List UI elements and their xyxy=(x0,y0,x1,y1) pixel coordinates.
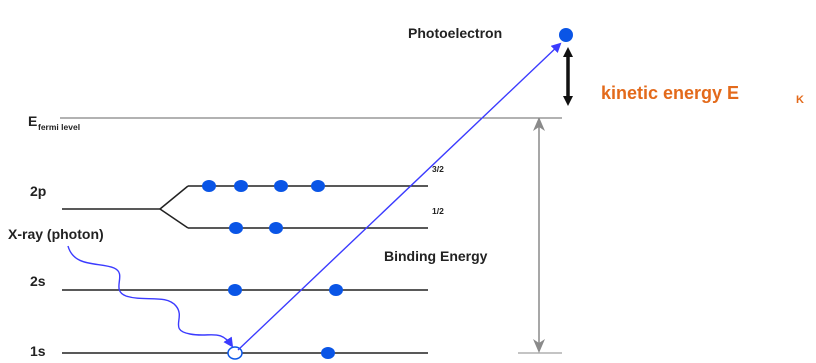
electron-1s-1 xyxy=(321,347,335,359)
electron-2p32-1 xyxy=(202,180,216,192)
level-2p-1-2-label: 1/2 xyxy=(432,206,444,216)
level-2p-3-2-label: 3/2 xyxy=(432,164,444,174)
xray-label: X-ray (photon) xyxy=(8,226,104,242)
kinetic-energy-label: kinetic energy E xyxy=(601,83,739,103)
level-2s-label: 2s xyxy=(30,273,46,289)
photoelectron-ejection-arrow xyxy=(237,42,562,351)
photoelectron-dot xyxy=(559,28,573,42)
electron-2s-1 xyxy=(228,284,242,296)
electron-2s-2 xyxy=(329,284,343,296)
electron-2p12-1 xyxy=(229,222,243,234)
level-2p-label: 2p xyxy=(30,183,46,199)
level-2p-split-down xyxy=(159,208,189,229)
level-2p-split-up xyxy=(159,185,189,210)
kinetic-energy-subscript: K xyxy=(796,94,804,106)
electron-2p12-2 xyxy=(269,222,283,234)
fermi-level-subscript: fermi level xyxy=(38,122,80,132)
electrons xyxy=(202,28,573,360)
electron-2p32-2 xyxy=(234,180,248,192)
electron-2p32-4 xyxy=(311,180,325,192)
electron-2p32-3 xyxy=(274,180,288,192)
level-1s-label: 1s xyxy=(30,343,46,359)
binding-energy-label: Binding Energy xyxy=(384,248,488,264)
fermi-level-label: E xyxy=(28,113,37,129)
photoelectron-label: Photoelectron xyxy=(408,25,502,41)
xray-photon-path xyxy=(67,245,234,348)
